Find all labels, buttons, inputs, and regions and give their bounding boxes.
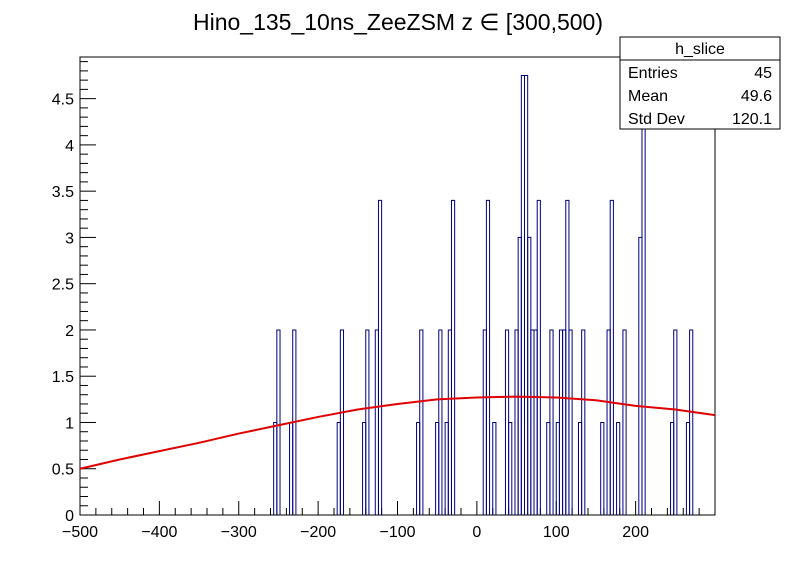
stat-value-std-dev: 120.1 xyxy=(732,111,772,128)
histogram-bin xyxy=(641,88,646,515)
stat-label-entries: Entries xyxy=(628,65,678,82)
histogram-bin xyxy=(377,199,383,515)
fit-curve xyxy=(79,395,716,470)
y-tick-label: 4.5 xyxy=(52,92,74,109)
histogram-bin xyxy=(419,329,424,515)
stat-value-entries: 45 xyxy=(754,65,772,82)
y-axis: 0 0.5 1 1.5 2 2.5 3 3.5 4 4.5 xyxy=(52,61,96,525)
stat-value-mean: 49.6 xyxy=(741,88,772,105)
x-axis: −500 −400 −300 −200 −100 0 100 200 xyxy=(62,501,716,541)
x-tick-label: 200 xyxy=(622,524,649,541)
y-tick-label: 1.5 xyxy=(52,369,74,386)
histogram-bin xyxy=(600,421,605,515)
histogram-bin xyxy=(536,199,541,515)
histogram-bars xyxy=(273,75,694,515)
histogram-bin xyxy=(339,329,345,515)
stats-box-frame xyxy=(619,36,781,130)
stat-label-std-dev: Std Dev xyxy=(628,111,685,128)
y-tick-label: 0 xyxy=(65,508,74,525)
stat-label-mean: Mean xyxy=(628,88,668,105)
chart-title: Hino_135_10ns_ZeeZSM z ∈ [300,500) xyxy=(193,9,603,35)
x-tick-label: −300 xyxy=(221,524,257,541)
y-tick-label: 3 xyxy=(65,230,74,247)
stats-box-title: h_slice xyxy=(675,41,725,58)
x-tick-label: −500 xyxy=(62,524,98,541)
histogram-bin xyxy=(622,329,627,515)
histogram-bin xyxy=(673,329,678,515)
x-tick-label: −100 xyxy=(379,524,415,541)
histogram-bin xyxy=(485,199,491,515)
histogram-bin xyxy=(276,329,281,515)
y-tick-label: 1 xyxy=(65,415,74,432)
histogram-bin xyxy=(365,329,370,515)
histogram-bin xyxy=(568,329,573,515)
histogram-bin xyxy=(450,199,456,515)
histogram-bin xyxy=(492,421,497,515)
stats-box: h_slice Entries 45 Mean 49.6 Std Dev 120… xyxy=(619,36,781,130)
y-tick-label: 3.5 xyxy=(52,184,74,201)
histogram-bin xyxy=(609,199,614,515)
y-tick-label: 4 xyxy=(65,138,74,155)
x-tick-label: 100 xyxy=(543,524,570,541)
histogram-bin xyxy=(689,329,694,515)
histogram-bin xyxy=(616,421,621,515)
x-tick-label: 0 xyxy=(472,524,481,541)
y-tick-label: 2 xyxy=(65,323,74,340)
x-tick-label: −200 xyxy=(300,524,336,541)
histogram-bin xyxy=(581,329,586,515)
x-tick-label: −400 xyxy=(141,524,177,541)
histogram-bin xyxy=(549,329,554,515)
y-tick-label: 2.5 xyxy=(52,277,74,294)
y-tick-label: 0.5 xyxy=(52,462,74,479)
histogram-bin xyxy=(438,329,443,515)
histogram-bin xyxy=(508,421,513,515)
